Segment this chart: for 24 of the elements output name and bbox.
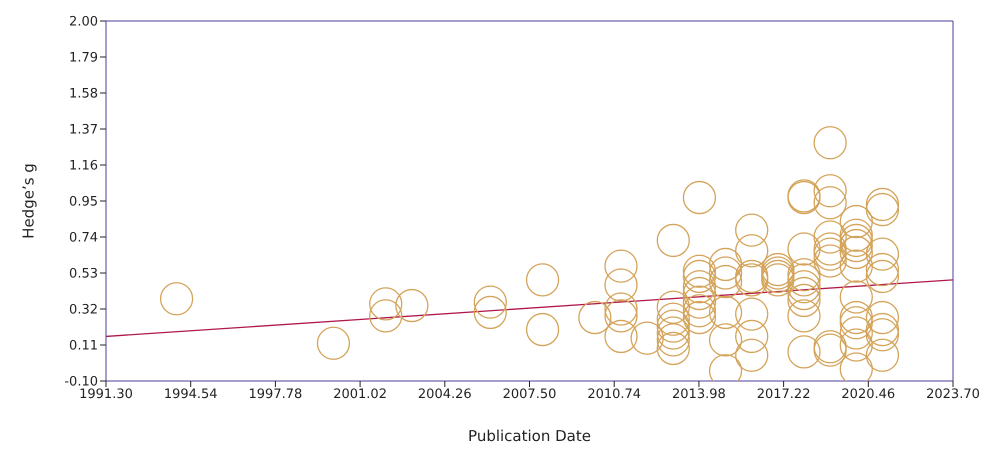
y-tick-label: 1.37 (69, 122, 98, 138)
x-tick-label: 2020.46 (841, 387, 896, 402)
y-tick-label: 0.74 (69, 230, 98, 246)
x-axis-title: Publication Date (468, 427, 591, 445)
x-tick-label: 2007.50 (502, 387, 556, 402)
y-tick-label: 1.79 (69, 50, 98, 66)
x-tick-label: 1991.30 (79, 387, 133, 402)
x-tick-label: 2010.74 (587, 387, 642, 402)
x-tick-label: 2013.98 (672, 387, 726, 402)
y-axis-title: Hedge’s g (19, 163, 38, 239)
y-tick-label: 0.11 (69, 338, 98, 354)
x-tick-label: 2001.02 (333, 387, 387, 402)
y-tick-label: -0.10 (64, 374, 98, 390)
y-tick-label: 1.58 (69, 86, 98, 102)
y-tick-label: 1.16 (69, 158, 98, 174)
y-tick-label: 0.32 (69, 302, 98, 318)
x-tick-label: 1997.78 (248, 387, 302, 402)
x-tick-label: 1994.54 (164, 387, 218, 402)
y-tick-label: 0.53 (69, 266, 98, 282)
y-tick-label: 2.00 (69, 14, 98, 30)
x-tick-label: 2017.22 (756, 387, 810, 402)
x-tick-label: 2023.70 (926, 387, 980, 402)
x-tick-label: 2004.26 (418, 387, 472, 402)
y-tick-label: 0.95 (69, 194, 98, 210)
